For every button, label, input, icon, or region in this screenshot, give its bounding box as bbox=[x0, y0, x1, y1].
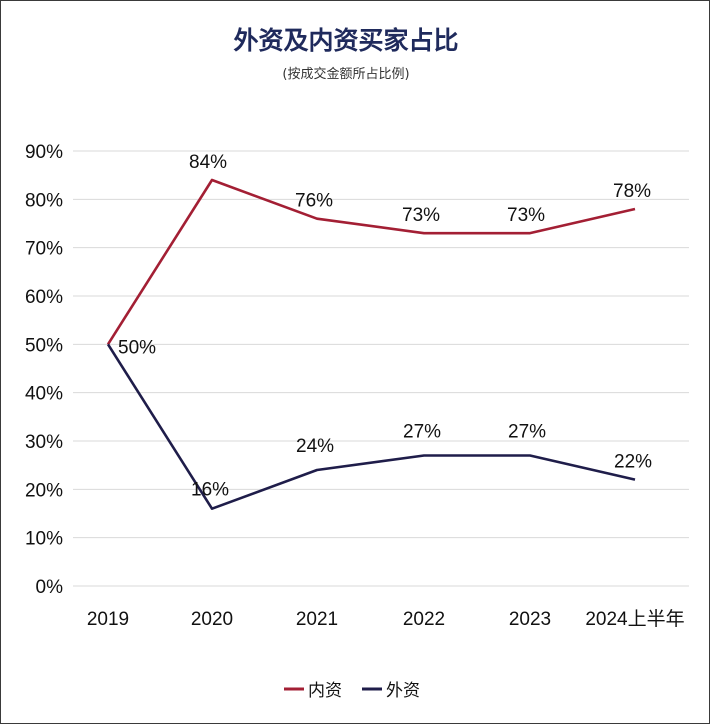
x-tick-label: 2022 bbox=[403, 609, 445, 630]
y-tick-label: 40% bbox=[25, 384, 63, 405]
chart-title: 外资及内资买家占比 bbox=[233, 26, 458, 55]
data-label: 16% bbox=[191, 480, 229, 501]
y-tick-label: 0% bbox=[36, 577, 64, 598]
y-axis-ticks: 0% 10% 20% 30% 40% 50% 60% 70% 80% 90% bbox=[25, 142, 63, 598]
x-tick-label: 2023 bbox=[509, 609, 551, 630]
data-label: 73% bbox=[507, 205, 545, 226]
data-labels: 50% 84% 76% 73% 73% 78% 16% 24% 27% 27% 22% bbox=[118, 152, 652, 501]
x-tick-label: 2020 bbox=[191, 609, 233, 630]
y-tick-label: 10% bbox=[25, 529, 63, 550]
series-line-2 bbox=[106, 343, 636, 510]
x-tick-label: 2024上半年 bbox=[585, 608, 684, 630]
x-axis-ticks: 2019 2020 2021 2022 2023 2024上半年 bbox=[87, 608, 685, 630]
data-label: 24% bbox=[296, 436, 334, 457]
legend-label: 内资 bbox=[308, 681, 342, 701]
y-tick-label: 50% bbox=[25, 335, 63, 356]
y-tick-label: 30% bbox=[25, 432, 63, 453]
y-tick-label: 90% bbox=[25, 142, 63, 163]
chart-subtitle: (按成交金额所占比例) bbox=[282, 66, 409, 82]
series-lines bbox=[106, 178, 636, 510]
data-label: 50% bbox=[118, 337, 156, 358]
data-label: 73% bbox=[402, 205, 440, 226]
grid-lines bbox=[73, 150, 689, 587]
data-label: 27% bbox=[403, 422, 441, 443]
legend-label: 外资 bbox=[386, 681, 420, 701]
x-tick-label: 2019 bbox=[87, 609, 129, 630]
data-label: 22% bbox=[614, 452, 652, 473]
data-label: 27% bbox=[508, 422, 546, 443]
x-tick-label: 2021 bbox=[296, 609, 338, 630]
data-label: 78% bbox=[613, 181, 651, 202]
data-label: 84% bbox=[189, 152, 227, 173]
series-line-1 bbox=[106, 178, 636, 346]
y-tick-label: 20% bbox=[25, 480, 63, 501]
legend: 内资 外资 bbox=[284, 681, 420, 701]
y-tick-label: 80% bbox=[25, 190, 63, 211]
data-label: 76% bbox=[295, 191, 333, 212]
y-tick-label: 70% bbox=[25, 239, 63, 260]
y-tick-label: 60% bbox=[25, 287, 63, 308]
